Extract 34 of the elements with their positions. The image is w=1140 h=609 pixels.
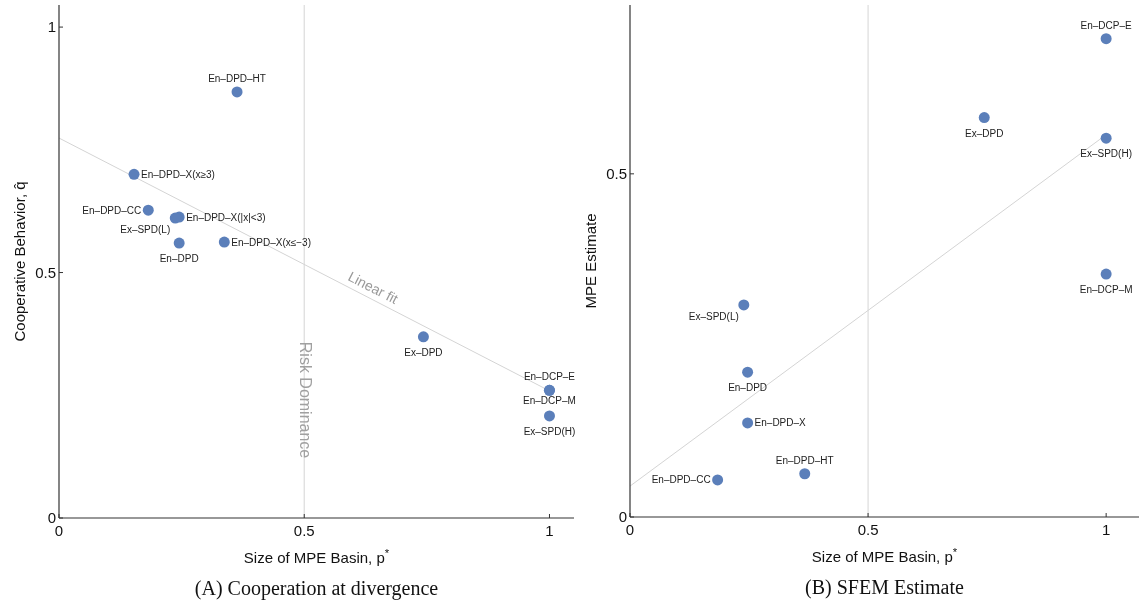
series-label: En–DPD–X(|x|<3)	[186, 211, 266, 223]
series-label: Ex–SPD(H)	[523, 425, 576, 437]
series-label: En–DPD–CC	[651, 474, 711, 486]
ref-line-label: Risk Dominance	[296, 341, 314, 459]
x-tick-label: 0.5	[293, 522, 315, 539]
y-tick-label: 0	[47, 509, 56, 527]
series-label: Ex–DPD	[965, 127, 1004, 139]
y-axis-title: Cooperative Behavior, q̂	[11, 181, 28, 342]
series-label: En–DPD	[728, 382, 768, 394]
x-axis-title: Size of MPE Basin, p$^{*}$	[243, 547, 390, 566]
text: (B) SFEM Estimate	[805, 576, 965, 599]
x-tick-label: 1	[545, 522, 554, 539]
series-label: Ex–SPD(L)	[120, 224, 171, 236]
y-axis-title: MPE Estimate	[582, 213, 599, 309]
series-label: En–DPD–HT	[208, 72, 266, 84]
series-label: En–DPD–HT	[775, 454, 834, 466]
series-label: En–DPD–X	[754, 417, 807, 429]
series-label: En–DCP–E	[1080, 19, 1133, 31]
series-label: En–DCP–M	[523, 395, 576, 407]
series-label: En–DPD–CC	[82, 204, 142, 216]
series-label: En–DPD–X(x≥3)	[141, 168, 215, 180]
series-label: Ex–DPD	[404, 346, 443, 358]
series-label: En–DCP–E	[523, 371, 576, 383]
series-label: Ex–SPD(L)	[688, 310, 739, 322]
series-label: En–DPD–X(x≤−3)	[231, 236, 311, 248]
series-label: En–DCP–M	[1079, 284, 1133, 296]
x-tick-label: 1	[1101, 521, 1111, 538]
x-tick-label: 0.5	[857, 521, 879, 538]
series-label: Ex–SPD(H)	[1080, 148, 1132, 160]
text: (A) Cooperation at divergence	[194, 577, 439, 600]
series-label: En–DPD	[159, 253, 199, 265]
x-axis-title: Size of MPE Basin, p$^{*}$	[811, 546, 958, 565]
y-tick-label: 1	[47, 18, 56, 36]
y-tick-label: 0.5	[35, 263, 56, 281]
